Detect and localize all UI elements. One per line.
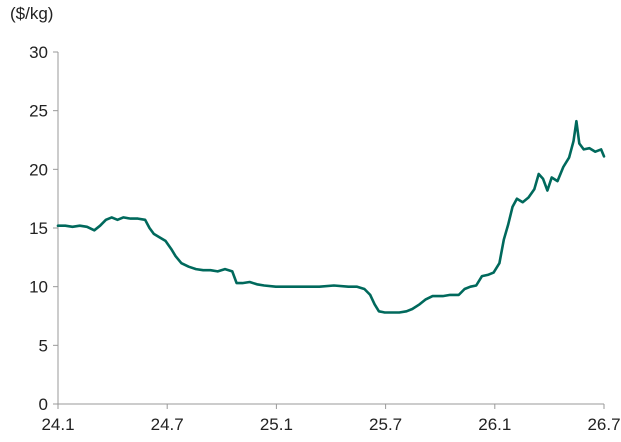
y-tick-label-30: 30 — [29, 43, 48, 62]
x-tick-label-25.7: 25.7 — [369, 415, 402, 434]
y-tick-label-20: 20 — [29, 160, 48, 179]
x-tick-label-25.1: 25.1 — [260, 415, 293, 434]
x-tick-label-24.1: 24.1 — [41, 415, 74, 434]
series-line — [56, 119, 606, 314]
x-tick-label-26.1: 26.1 — [478, 415, 511, 434]
y-tick-label-25: 25 — [29, 102, 48, 121]
y-tick-label-10: 10 — [29, 278, 48, 297]
y-tick-label-15: 15 — [29, 219, 48, 238]
y-axis-unit-label: ($/kg) — [10, 4, 54, 23]
y-tick-label-0: 0 — [39, 395, 48, 414]
x-tick-label-26.7: 26.7 — [587, 415, 620, 434]
x-tick-label-24.7: 24.7 — [151, 415, 184, 434]
y-tick-label-5: 5 — [39, 336, 48, 355]
